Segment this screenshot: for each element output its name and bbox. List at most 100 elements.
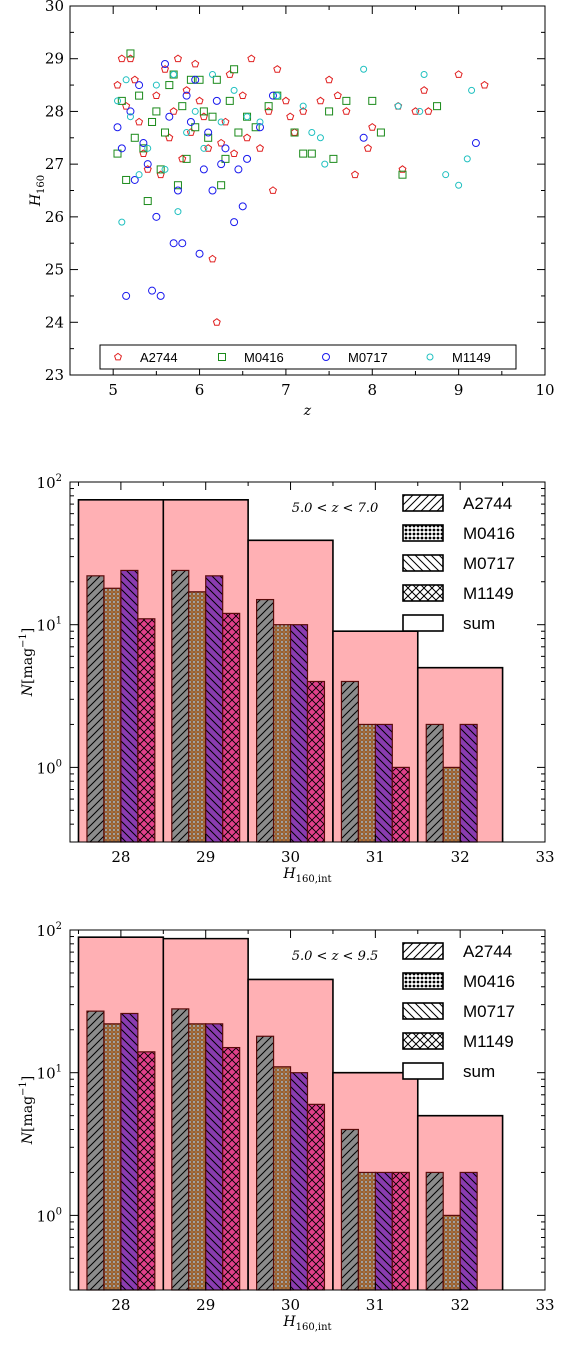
data-point xyxy=(113,123,122,132)
bar xyxy=(357,1171,376,1291)
y-axis-label: H160 xyxy=(28,175,47,207)
bar xyxy=(391,1171,410,1291)
data-point xyxy=(217,181,226,190)
bar xyxy=(442,1214,461,1291)
data-point xyxy=(455,181,463,189)
data-point xyxy=(126,107,135,116)
y-tick-label: 102 xyxy=(37,473,62,492)
data-point xyxy=(394,102,402,110)
data-point xyxy=(463,155,471,163)
data-point xyxy=(329,154,338,163)
bar xyxy=(188,1023,207,1291)
data-point xyxy=(363,144,372,152)
legend-swatch xyxy=(402,554,444,572)
y-axis-label: N[mag−1] xyxy=(18,1076,36,1146)
data-point xyxy=(117,54,126,63)
series-a2744 xyxy=(86,1008,444,1291)
data-point xyxy=(234,165,243,174)
x-tick-label: 33 xyxy=(535,848,554,866)
data-point xyxy=(321,160,329,168)
data-point xyxy=(333,91,342,99)
y-tick-label: 101 xyxy=(37,1064,62,1083)
bar xyxy=(272,624,292,843)
histogram-panel-z7: 28 29 30 31 32 33 100 101 102 H160,int N[mag−1] 5.0… xyxy=(0,460,570,900)
data-point xyxy=(156,165,165,174)
y-tick-label: 28 xyxy=(45,102,64,120)
data-point xyxy=(454,70,463,78)
data-point xyxy=(420,71,428,79)
data-point xyxy=(113,80,122,89)
data-point xyxy=(113,149,122,158)
series-m0717 xyxy=(120,569,478,843)
data-point xyxy=(117,144,126,153)
bar xyxy=(171,1008,190,1291)
data-point xyxy=(247,54,256,63)
x-tick-label: 5 xyxy=(108,381,118,399)
legend-marker xyxy=(426,353,434,361)
legend-swatch xyxy=(402,972,444,990)
data-point xyxy=(398,165,407,173)
bar xyxy=(137,1051,156,1291)
x-tick-label: 29 xyxy=(196,1296,215,1314)
data-point xyxy=(143,197,152,206)
data-point xyxy=(161,165,169,173)
series-a2744 xyxy=(86,569,444,843)
legend: A2744 M0416 M0717 M1149 xyxy=(99,344,517,370)
data-point xyxy=(359,133,368,142)
data-point xyxy=(209,71,216,79)
data-point xyxy=(217,118,225,126)
y-tick-label: 25 xyxy=(45,261,64,279)
plot-area xyxy=(70,6,545,375)
data-point xyxy=(117,96,126,105)
data-point xyxy=(433,102,442,111)
data-point xyxy=(199,107,208,116)
x-tick-label: 8 xyxy=(367,381,377,399)
data-point xyxy=(204,128,213,137)
data-point xyxy=(238,202,247,211)
series-a2744 xyxy=(113,54,489,326)
data-point xyxy=(351,170,359,179)
legend-swatch xyxy=(402,614,444,632)
data-point xyxy=(424,107,433,115)
plot-frame xyxy=(69,481,546,843)
data-point xyxy=(135,91,144,100)
x-tick-label: 30 xyxy=(281,848,300,866)
x-tick-label: 28 xyxy=(111,1296,130,1314)
legend-marker xyxy=(114,352,122,361)
scatter-plot: 5 6 7 8 9 10 23 24 25 26 27 28 29 30 z H160 A2744 M0416 M0… xyxy=(28,0,555,419)
data-point xyxy=(143,160,152,169)
data-point xyxy=(230,65,239,74)
legend-label: A2744 xyxy=(463,494,512,513)
legend: A2744 M0416 M0717 M1149 sum xyxy=(402,942,515,1081)
data-point xyxy=(299,107,308,115)
histogram-panel-z95: 28 29 30 31 32 33 100 101 102 H160,int N[mag−1] 5.0… xyxy=(0,908,570,1352)
data-point xyxy=(182,91,191,100)
data-point xyxy=(126,113,134,121)
data-point xyxy=(308,129,316,137)
data-point xyxy=(135,81,144,90)
data-point xyxy=(230,149,239,157)
data-point xyxy=(217,138,226,147)
bar xyxy=(374,723,393,843)
data-point xyxy=(221,117,230,126)
data-point xyxy=(178,239,187,248)
bar xyxy=(374,1171,393,1291)
bar xyxy=(357,723,376,843)
bar xyxy=(306,680,326,843)
legend-swatch xyxy=(402,524,444,542)
sum-bar-outline xyxy=(416,1114,504,1290)
data-point xyxy=(238,91,247,99)
legend-label: M0416 xyxy=(463,524,515,543)
legend-label: M1149 xyxy=(452,350,491,365)
data-point xyxy=(130,133,139,142)
data-point xyxy=(217,160,226,169)
legend-swatch xyxy=(402,1002,444,1020)
data-point xyxy=(152,81,160,89)
data-point xyxy=(316,134,324,142)
data-point xyxy=(420,86,429,94)
data-point xyxy=(204,133,213,142)
data-point xyxy=(256,118,264,126)
x-tick-label: 31 xyxy=(366,1296,385,1314)
data-point xyxy=(139,144,148,153)
x-tick-label: 7 xyxy=(281,381,291,399)
